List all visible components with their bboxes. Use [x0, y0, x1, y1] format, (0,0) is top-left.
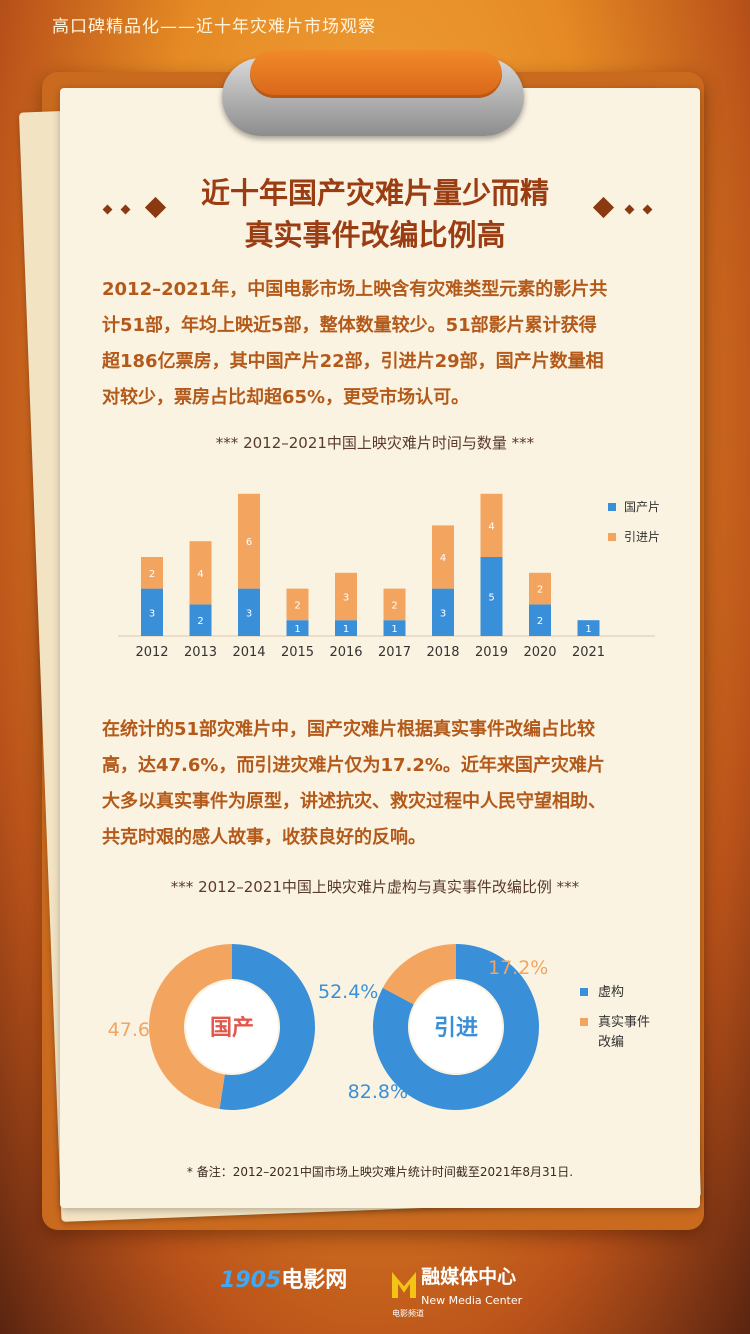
para-line: 在统计的51部灾难片中，国产灾难片根据真实事件改编占比较 — [102, 719, 596, 740]
headline-line1: 近十年国产灾难片量少而精 — [200, 176, 549, 210]
para-line: 对较少，票房占比却超65%，更受市场认可。 — [102, 387, 470, 408]
logo-media-en: New Media Center — [421, 1294, 523, 1307]
para-line: 2012–2021年，中国电影市场上映含有灾难类型元素的影片共 — [102, 279, 608, 300]
detail-paragraph: 在统计的51部灾难片中，国产灾难片根据真实事件改编占比较 高，达47.6%，而引… — [102, 712, 662, 856]
para-line: 计51部，年均上映近5部，整体数量较少。51部影片累计获得 — [102, 315, 597, 336]
paper-sheet — [60, 88, 700, 1208]
para-line: 高，达47.6%，而引进灾难片仅为17.2%。近年来国产灾难片 — [102, 755, 605, 776]
donut-chart-title: *** 2012–2021中国上映灾难片虚构与真实事件改编比例 *** — [170, 878, 580, 896]
headline: 近十年国产灾难片量少而精 真实事件改编比例高 — [160, 172, 590, 256]
logo-1905-num: 1905 — [220, 1268, 282, 1293]
para-line: 超186亿票房，其中国产片22部，引进片29部，国产片数量相 — [102, 351, 604, 372]
headline-line2: 真实事件改编比例高 — [244, 218, 506, 252]
logo-media-cn: 融媒体中心 — [421, 1266, 517, 1288]
para-line: 大多以真实事件为原型，讲述抗灾、救灾过程中人民守望相助、 — [102, 791, 606, 812]
logo-1905-text: 电影网 — [281, 1268, 348, 1293]
clip-handle — [250, 50, 502, 98]
bar-chart-title: *** 2012–2021中国上映灾难片时间与数量 *** — [215, 434, 535, 452]
logo-media-center: 融媒体中心 New Media Center 电影频道 — [392, 1262, 522, 1318]
logo-media-sub: 电影频道 — [392, 1309, 424, 1318]
top-title: 高口碑精品化——近十年灾难片市场观察 — [52, 17, 376, 37]
para-line: 共克时艰的感人故事，收获良好的反响。 — [102, 827, 426, 848]
footnote: * 备注：2012–2021中国市场上映灾难片统计时间截至2021年8月31日. — [186, 1165, 574, 1179]
logo-1905: 1905电影网 — [220, 1262, 347, 1302]
intro-paragraph: 2012–2021年，中国电影市场上映含有灾难类型元素的影片共 计51部，年均上… — [102, 272, 662, 416]
media-center-logo-icon — [392, 1272, 416, 1298]
